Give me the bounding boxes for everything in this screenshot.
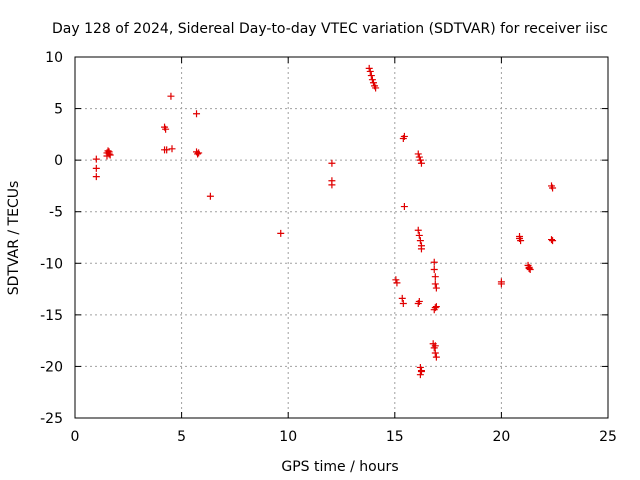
- y-tick-label: -20: [40, 359, 63, 375]
- x-tick-label: 25: [599, 429, 617, 445]
- data-point: [414, 226, 422, 234]
- data-point: [162, 125, 170, 133]
- data-point: [92, 173, 100, 181]
- data-point: [194, 150, 202, 158]
- data-point: [431, 280, 439, 288]
- data-point: [372, 84, 380, 92]
- data-point: [366, 67, 374, 75]
- data-point: [368, 76, 376, 84]
- data-point: [167, 92, 175, 100]
- data-point: [104, 147, 112, 155]
- chart-title: Day 128 of 2024, Sidereal Day-to-day VTE…: [52, 21, 608, 37]
- data-point: [416, 237, 424, 245]
- data-point: [206, 192, 214, 200]
- data-point: [414, 150, 422, 158]
- data-point: [417, 245, 425, 253]
- data-point: [415, 231, 423, 239]
- grid-lines: [75, 57, 608, 418]
- data-point: [193, 110, 201, 118]
- data-point: [369, 79, 377, 87]
- data-point: [417, 159, 425, 167]
- y-tick-label: 5: [54, 102, 63, 118]
- data-point: [416, 156, 424, 164]
- data-point: [328, 181, 336, 189]
- data-point: [92, 155, 100, 163]
- data-point: [277, 229, 285, 237]
- data-point: [92, 164, 100, 172]
- y-axis-label: SDTVAR / TECUs: [6, 181, 22, 296]
- plot-frame: [74, 56, 609, 419]
- data-point: [417, 368, 425, 376]
- data-point: [415, 153, 423, 161]
- data-point: [430, 265, 438, 273]
- y-tick-label: -10: [40, 256, 63, 272]
- data-point: [431, 304, 439, 312]
- data-point: [393, 279, 401, 287]
- data-point: [161, 146, 169, 154]
- data-point: [431, 349, 439, 357]
- x-tick-label: 20: [492, 429, 510, 445]
- data-point: [105, 148, 113, 156]
- data-point: [106, 151, 114, 159]
- x-axis-label: GPS time / hours: [281, 459, 398, 475]
- data-point: [432, 284, 440, 292]
- data-point: [416, 363, 424, 371]
- y-tick-label: 0: [54, 153, 63, 169]
- data-point: [548, 236, 556, 244]
- data-point: [392, 276, 400, 284]
- data-point: [525, 263, 533, 271]
- data-points: [92, 64, 557, 379]
- data-point: [431, 273, 439, 281]
- data-point: [195, 149, 203, 157]
- x-tick-label: 15: [386, 429, 404, 445]
- data-point: [400, 132, 408, 140]
- data-point: [432, 353, 440, 361]
- axis-ticks: 0 5 10 15 20 25 10 5 0 -5 -10 -15 -20 -25: [40, 50, 617, 445]
- data-point: [516, 235, 524, 243]
- data-point: [400, 203, 408, 211]
- data-point: [549, 184, 557, 192]
- data-point: [430, 258, 438, 266]
- y-tick-label: 10: [45, 50, 63, 66]
- data-point: [415, 297, 423, 305]
- data-point: [398, 294, 406, 302]
- data-point: [431, 342, 439, 350]
- data-point: [168, 145, 176, 153]
- x-tick-label: 5: [177, 429, 186, 445]
- data-point: [549, 237, 557, 245]
- x-tick-label: 10: [279, 429, 297, 445]
- y-tick-label: -25: [40, 411, 63, 427]
- y-tick-label: -15: [40, 308, 63, 324]
- data-point: [328, 159, 336, 167]
- data-point: [399, 300, 407, 308]
- data-point: [367, 72, 375, 80]
- x-tick-label: 0: [71, 429, 80, 445]
- y-tick-label: -5: [49, 205, 63, 221]
- data-point: [416, 371, 424, 379]
- data-point: [497, 280, 505, 288]
- data-point: [365, 64, 373, 72]
